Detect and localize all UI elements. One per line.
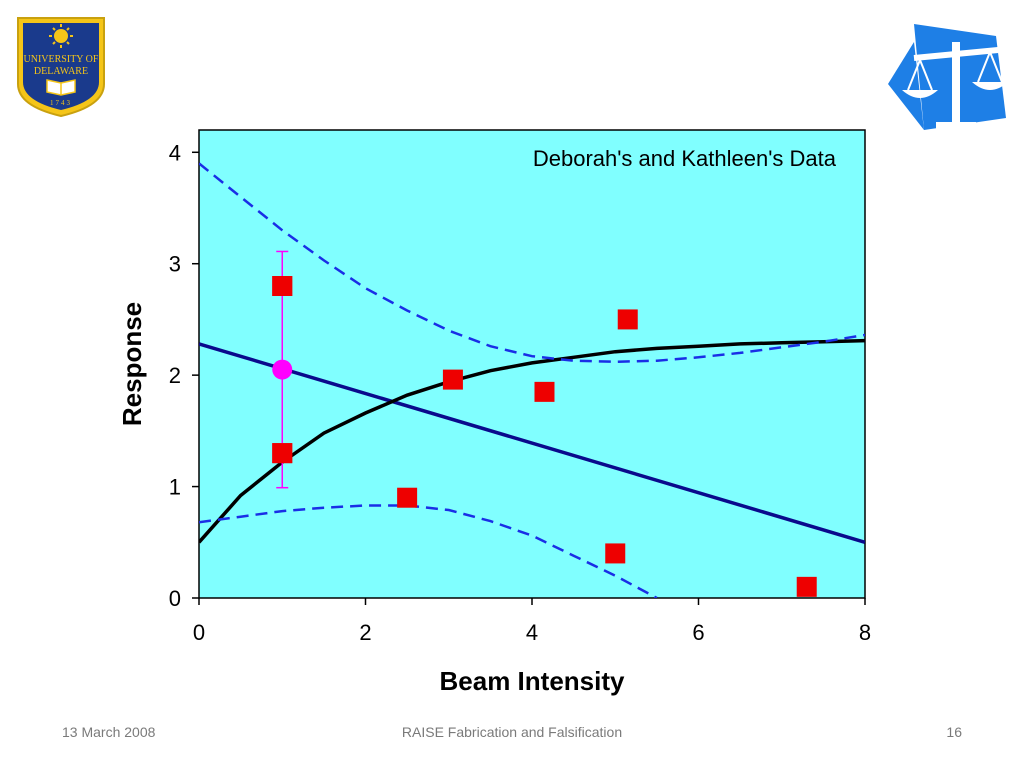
chart-title: Deborah's and Kathleen's Data <box>533 146 837 171</box>
footer-page-number: 16 <box>946 724 962 740</box>
y-tick-label: 0 <box>169 586 181 611</box>
footer-title: RAISE Fabrication and Falsification <box>401 724 623 740</box>
data-point <box>617 309 638 330</box>
mean-point <box>272 359 293 380</box>
confidence-band-line <box>199 504 658 598</box>
x-tick-label: 8 <box>859 620 871 645</box>
x-tick-label: 2 <box>359 620 371 645</box>
data-point <box>442 369 463 390</box>
y-tick-label: 3 <box>169 252 181 277</box>
logo-text-line2: DELAWARE <box>34 66 88 77</box>
y-tick-label: 4 <box>169 140 181 165</box>
sun-icon <box>49 24 73 48</box>
data-point-overlay <box>272 276 293 296</box>
logo-year: 1743 <box>50 99 72 107</box>
y-axis-title: Response <box>117 302 147 426</box>
y-tick-label: 1 <box>169 475 181 500</box>
confidence-band-line <box>199 162 865 364</box>
scales-of-justice-icon <box>888 24 1008 130</box>
y-tick-label: 2 <box>169 363 181 388</box>
x-tick-label: 4 <box>526 620 538 645</box>
x-axis-title: Beam Intensity <box>440 666 625 696</box>
university-of-delaware-logo: UNIVERSITY OF DELAWARE 1743 <box>17 17 105 118</box>
x-tick-label: 6 <box>692 620 704 645</box>
logo-text-line1: UNIVERSITY OF <box>24 54 99 65</box>
fit-line <box>199 342 865 544</box>
axis-layer: 0 2 4 6 8 0 1 2 3 4 <box>169 140 871 645</box>
data-point <box>397 487 418 508</box>
footer-date: 13 March 2008 <box>62 724 156 740</box>
book-icon <box>46 79 76 96</box>
data-point <box>796 576 817 597</box>
x-tick-label: 0 <box>193 620 205 645</box>
data-point <box>605 543 626 564</box>
data-point <box>534 381 555 402</box>
data-point-overlay <box>272 443 293 464</box>
fit-line <box>199 338 865 544</box>
